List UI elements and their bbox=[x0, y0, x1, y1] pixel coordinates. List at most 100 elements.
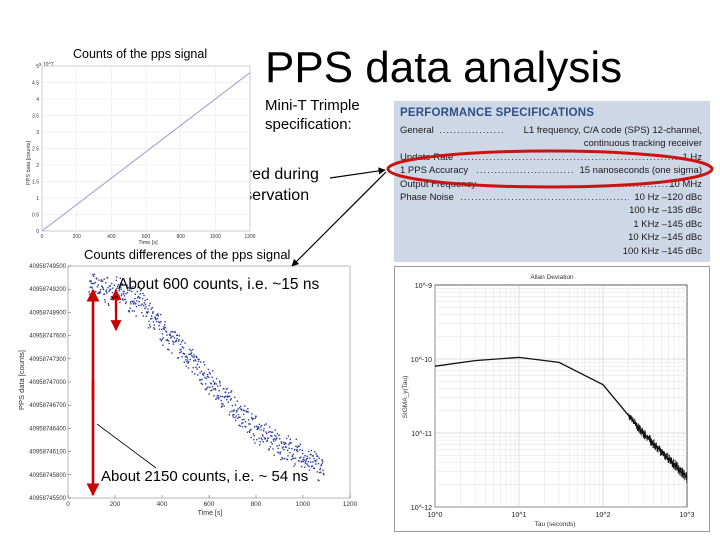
diff-point bbox=[118, 294, 120, 296]
counts-chart: x 10^7 PPS data [counts] Time [s] 0 200 40… bbox=[26, 62, 256, 246]
diff-point bbox=[321, 462, 323, 464]
diff-point bbox=[142, 315, 144, 317]
diff-point bbox=[158, 328, 161, 330]
allan-x-tick: 10^2 bbox=[596, 512, 611, 519]
diff-point bbox=[116, 287, 118, 289]
diff-point bbox=[255, 415, 257, 418]
diff-point bbox=[147, 311, 149, 313]
allan-x-tick: 10^1 bbox=[512, 512, 527, 519]
diff-point bbox=[204, 376, 206, 379]
diff-point bbox=[311, 466, 313, 468]
diff-point bbox=[165, 339, 167, 342]
counts-y-tick: 4.5 bbox=[32, 81, 39, 87]
diff-point bbox=[120, 294, 123, 297]
diff-point bbox=[224, 396, 226, 398]
diff-point bbox=[299, 448, 301, 451]
diff-y-tick: 40958749200 bbox=[29, 287, 66, 293]
diff-point bbox=[139, 289, 142, 292]
diff-point bbox=[315, 459, 318, 461]
diff-point bbox=[235, 419, 237, 422]
diff-point bbox=[96, 299, 98, 301]
diff-point bbox=[179, 343, 182, 346]
spec-row: Update Rate.............................… bbox=[394, 152, 710, 165]
diff-point bbox=[133, 310, 135, 312]
diff-point bbox=[287, 435, 290, 437]
diff-xlabel: Time [s] bbox=[198, 510, 223, 517]
diff-x-tick: 1000 bbox=[296, 501, 311, 508]
diff-point bbox=[109, 285, 111, 287]
diff-point bbox=[288, 447, 290, 449]
diff-y-tick: 40958745800 bbox=[29, 473, 66, 479]
diff-point bbox=[279, 438, 281, 440]
diff-point bbox=[130, 290, 133, 293]
diff-point bbox=[280, 441, 282, 443]
diff-point bbox=[134, 297, 136, 300]
diff-point bbox=[315, 453, 317, 455]
diff-point bbox=[316, 455, 318, 457]
diff-point bbox=[273, 440, 275, 442]
diff-point bbox=[318, 471, 321, 474]
diff-point bbox=[113, 284, 116, 286]
diff-point bbox=[168, 342, 170, 345]
diff-point bbox=[184, 342, 186, 344]
diff-point bbox=[311, 465, 313, 467]
diff-point bbox=[230, 391, 232, 393]
diff-point bbox=[228, 414, 231, 416]
diff-point bbox=[183, 361, 185, 364]
diff-point bbox=[209, 386, 211, 388]
diff-point bbox=[313, 458, 315, 460]
diff-point bbox=[182, 339, 184, 342]
diff-point bbox=[93, 273, 96, 275]
diff-point bbox=[278, 434, 280, 437]
diff-point bbox=[303, 456, 305, 459]
page-title: PPS data analysis bbox=[265, 43, 623, 92]
diff-point bbox=[133, 301, 136, 304]
diff-point bbox=[257, 426, 260, 428]
diff-point bbox=[89, 280, 91, 282]
diff-point bbox=[159, 322, 161, 324]
diff-point bbox=[320, 463, 323, 466]
diff-point bbox=[142, 292, 144, 295]
diff-point bbox=[208, 393, 210, 395]
diff-point bbox=[221, 395, 224, 398]
diff-point bbox=[138, 301, 140, 303]
diff-point bbox=[241, 426, 244, 428]
annotation-2150-counts: About 2150 counts, i.e. ~ 54 ns bbox=[101, 468, 309, 485]
diff-point bbox=[223, 405, 225, 407]
diff-point bbox=[276, 437, 278, 440]
diff-point bbox=[307, 464, 309, 467]
diff-point bbox=[259, 444, 261, 446]
diff-point bbox=[208, 371, 211, 374]
spec-row-label: Update Rate bbox=[400, 151, 454, 163]
diff-point bbox=[277, 447, 279, 450]
diff-point bbox=[119, 277, 122, 279]
diff-point bbox=[296, 446, 299, 448]
diff-point bbox=[141, 303, 143, 305]
spec-row-leader: ........................................… bbox=[486, 178, 674, 190]
allan-title: Allan Deviation bbox=[530, 274, 574, 281]
diff-y-tick: 40958748900 bbox=[29, 310, 66, 316]
diff-point bbox=[295, 445, 297, 448]
diff-point bbox=[165, 330, 167, 332]
diff-point bbox=[184, 356, 187, 358]
diff-point bbox=[187, 367, 190, 369]
diff-point bbox=[103, 293, 105, 296]
diff-point bbox=[255, 425, 258, 427]
diff-point bbox=[319, 467, 322, 470]
spec-row: General.................................… bbox=[394, 125, 710, 138]
diff-point bbox=[246, 411, 248, 413]
diff-point bbox=[164, 326, 167, 329]
allan-y-tick: 10^-11 bbox=[411, 431, 432, 438]
diff-point bbox=[251, 413, 253, 415]
diff-point bbox=[97, 284, 99, 286]
diff-point bbox=[197, 374, 199, 376]
diff-point bbox=[244, 425, 246, 428]
diff-point bbox=[180, 341, 183, 343]
diff-point bbox=[88, 291, 90, 293]
diff-point bbox=[123, 295, 126, 297]
diff-point bbox=[228, 395, 230, 398]
counts-y-tick: 1.5 bbox=[32, 180, 39, 186]
diff-point bbox=[92, 275, 95, 277]
diff-point bbox=[181, 346, 184, 348]
diff-point bbox=[135, 315, 137, 317]
